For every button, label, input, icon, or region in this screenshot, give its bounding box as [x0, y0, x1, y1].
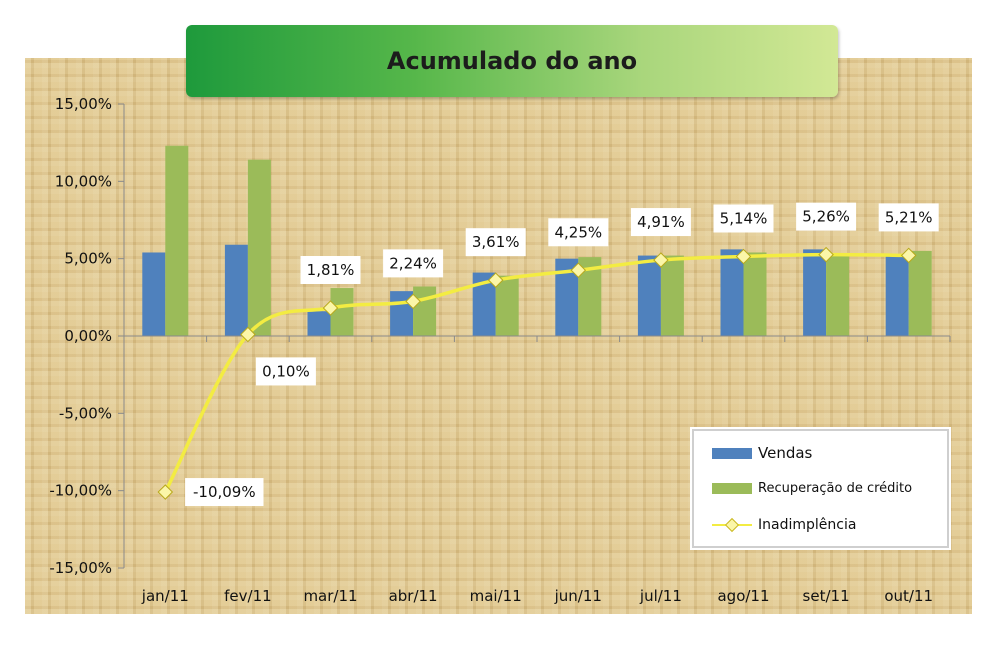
data-label: 1,81%: [307, 261, 355, 279]
marker-inadimplencia: [653, 252, 669, 268]
bar-recuperacao: [247, 159, 271, 336]
legend-label-recuperacao: Recuperação de crédito: [758, 481, 913, 496]
bar-vendas: [555, 258, 579, 336]
y-tick-label: 10,00%: [55, 172, 112, 190]
y-tick-label: -5,00%: [59, 404, 112, 422]
marker-inadimplencia: [900, 247, 917, 264]
x-tick-label: jul/11: [639, 587, 682, 605]
legend-line-inadimplencia: [712, 517, 752, 533]
line-inadimplencia: [163, 252, 909, 493]
data-label: 5,14%: [720, 210, 768, 228]
bar-vendas: [472, 272, 496, 336]
legend: Vendas Recuperação de crédito Inadimplên…: [692, 429, 949, 548]
data-label: -10,09%: [193, 483, 256, 501]
data-label-box: [300, 256, 361, 285]
bar-recuperacao: [578, 257, 602, 336]
legend-label-vendas: Vendas: [758, 444, 813, 462]
legend-item-inadimplencia: Inadimplência: [712, 517, 856, 533]
marker-inadimplencia: [570, 262, 587, 279]
bar-vendas: [142, 252, 166, 336]
bar-recuperacao: [826, 254, 850, 336]
bar-recuperacao: [165, 145, 189, 336]
bar-vendas: [224, 244, 248, 336]
x-tick-label: mai/11: [470, 587, 522, 605]
marker-inadimplencia: [818, 246, 834, 263]
x-tick-label: jun/11: [554, 587, 602, 605]
chart-title: Acumulado do ano: [386, 47, 638, 75]
x-tick-label: out/11: [884, 587, 933, 605]
marker-inadimplencia: [487, 272, 504, 288]
bar-vendas: [637, 255, 661, 336]
marker-inadimplencia: [157, 484, 174, 500]
marker-inadimplencia: [735, 248, 752, 265]
y-tick-label: -15,00%: [49, 559, 112, 577]
bar-vendas: [885, 254, 909, 336]
legend-swatch-recuperacao: [712, 483, 752, 494]
data-label: 5,21%: [885, 208, 933, 226]
legend-item-vendas: Vendas: [712, 444, 812, 462]
y-tick-label: 5,00%: [64, 250, 112, 268]
data-label: 4,25%: [554, 223, 602, 241]
x-tick-label: ago/11: [717, 587, 769, 605]
bar-recuperacao: [743, 252, 767, 336]
bar-recuperacao: [330, 288, 354, 336]
y-tick-label: -10,00%: [49, 482, 112, 500]
bar-recuperacao: [495, 275, 519, 336]
data-label-box: [796, 202, 857, 231]
data-label: 0,10%: [262, 362, 310, 380]
data-label-box: [383, 249, 444, 278]
data-label-box: [465, 228, 526, 257]
x-tick-label: fev/11: [224, 587, 272, 605]
bar-recuperacao: [908, 250, 932, 336]
data-label: 5,26%: [802, 208, 850, 226]
legend-item-recuperacao: Recuperação de crédito: [712, 481, 912, 496]
marker-inadimplencia: [322, 300, 339, 316]
legend-label-inadimplencia: Inadimplência: [758, 517, 857, 533]
bar-vendas: [720, 249, 744, 336]
x-tick-label: mar/11: [303, 587, 357, 605]
data-label: 4,91%: [637, 213, 685, 231]
data-label-box: [713, 204, 774, 233]
data-label-box: [630, 208, 691, 237]
y-tick-label: 0,00%: [64, 327, 112, 345]
data-label-box: [878, 203, 939, 232]
data-label: 3,61%: [472, 233, 520, 251]
bar-recuperacao: [413, 286, 437, 336]
data-label-box: [255, 357, 316, 386]
legend-swatch-vendas: [712, 447, 752, 459]
x-tick-label: abr/11: [389, 587, 438, 605]
x-tick-label: jan/11: [141, 587, 189, 605]
marker-inadimplencia: [240, 326, 256, 343]
bar-vendas: [307, 311, 331, 336]
y-tick-label: 15,00%: [55, 95, 112, 113]
bar-vendas: [803, 249, 827, 336]
data-label-box: [185, 478, 264, 507]
data-label: 2,24%: [389, 254, 437, 272]
marker-inadimplencia: [405, 293, 421, 310]
chart-title-banner: Acumulado do ano: [186, 25, 838, 97]
x-tick-label: set/11: [803, 587, 850, 605]
data-label-box: [548, 218, 609, 247]
bar-recuperacao: [660, 255, 684, 336]
